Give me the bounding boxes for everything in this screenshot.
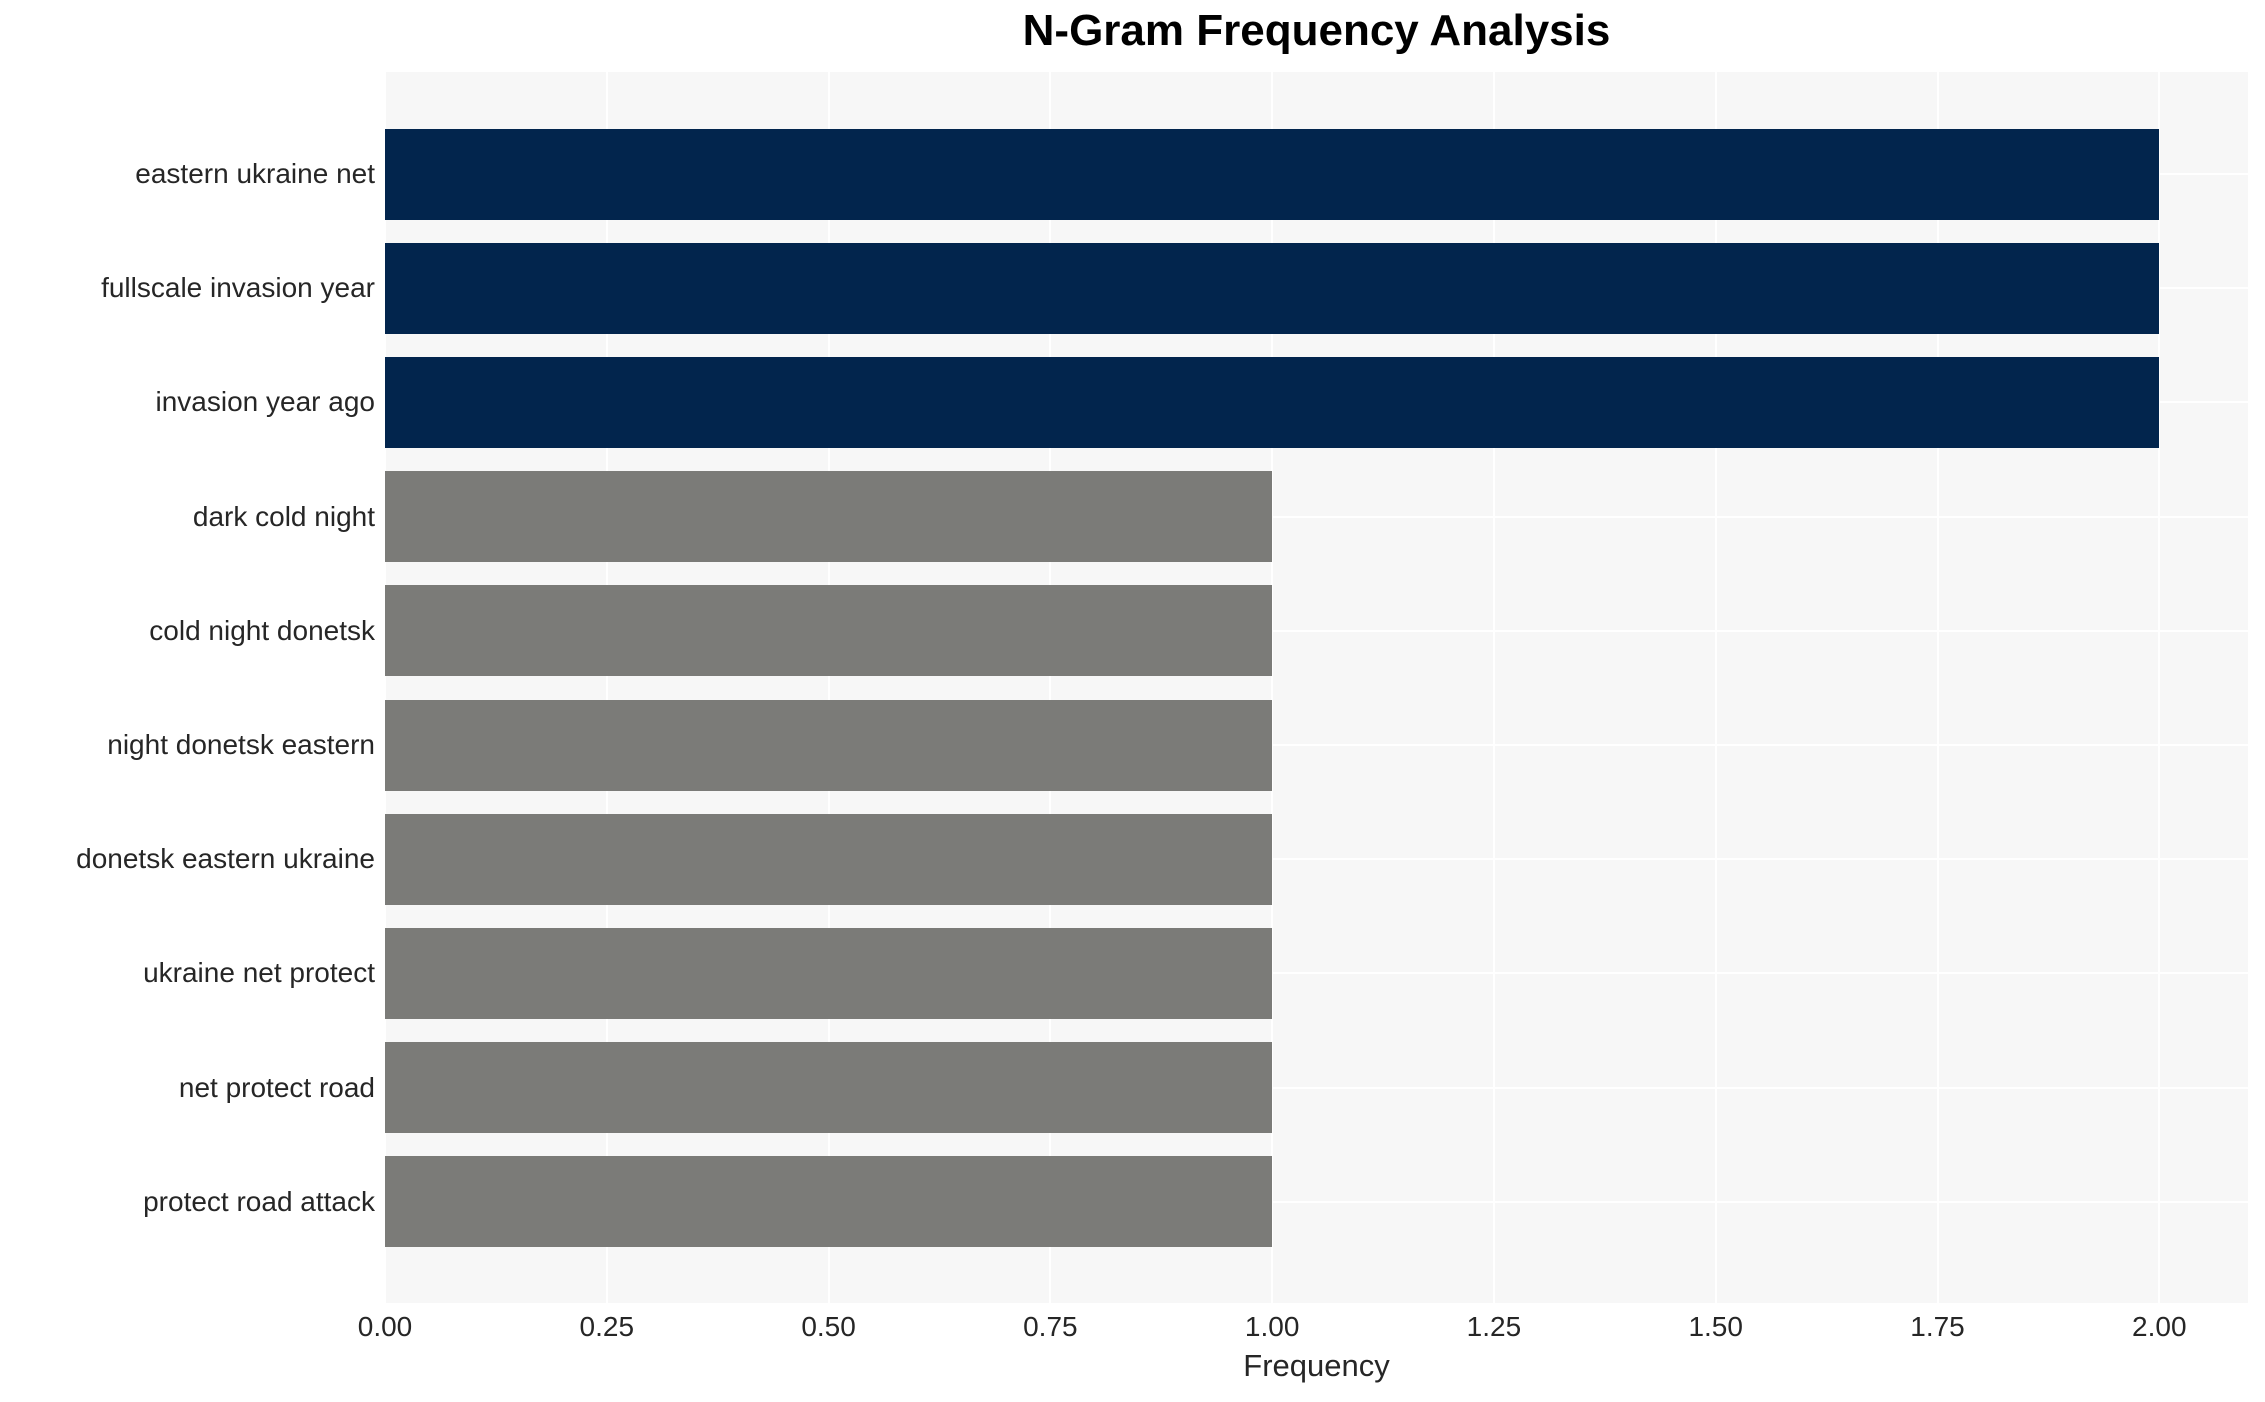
chart-title: N-Gram Frequency Analysis (1022, 6, 1611, 55)
bar-protect-road-attack (385, 1156, 1273, 1248)
vertical-gridline (384, 72, 386, 1303)
y-tick-label: eastern ukraine net (135, 158, 375, 189)
vertical-gridline (1936, 72, 1939, 1303)
horizontal-gridline (385, 629, 2248, 632)
horizontal-gridline (385, 1200, 2248, 1203)
bar-eastern-ukraine-net (385, 128, 2160, 220)
vertical-gridline (1049, 72, 1052, 1303)
bar-dark-cold-night (385, 471, 1273, 563)
y-tick-label: net protect road (178, 1071, 375, 1103)
y-tick-label: ukraine net protect (143, 957, 375, 989)
vertical-gridline (605, 72, 608, 1303)
x-tick-label: 0.25 (579, 1311, 635, 1342)
vertical-gridline (1271, 72, 1274, 1303)
x-tick-label: 0.00 (357, 1311, 413, 1342)
y-tick-label: dark cold night (192, 500, 375, 532)
horizontal-gridline (385, 972, 2248, 975)
x-tick-label: 1.25 (1466, 1311, 1522, 1342)
y-tick-label: night donetsk eastern (107, 729, 375, 760)
horizontal-gridline (385, 515, 2248, 518)
x-tick-label: 1.75 (1910, 1311, 1965, 1342)
y-tick-label: donetsk eastern ukraine (76, 843, 375, 875)
bar-net-protect-road (385, 1042, 1273, 1134)
y-tick-label: fullscale invasion year (101, 272, 375, 304)
plot-area (384, 72, 2248, 1303)
vertical-gridline (2158, 72, 2161, 1303)
vertical-gridline (1714, 72, 1717, 1303)
x-tick-label: 0.50 (801, 1311, 856, 1342)
horizontal-gridline (385, 744, 2248, 746)
horizontal-gridline (385, 858, 2248, 861)
bar-ukraine-net-protect (385, 927, 1273, 1019)
bar-donetsk-eastern-ukraine (385, 813, 1273, 905)
bar-cold-night-donetsk (385, 585, 1273, 677)
x-axis-title: Frequency (1243, 1348, 1390, 1383)
x-tick-label: 1.50 (1688, 1311, 1743, 1342)
x-tick-label: 0.75 (1023, 1311, 1078, 1342)
bar-invasion-year-ago (385, 356, 2160, 448)
x-tick-label: 1.00 (1244, 1311, 1300, 1342)
vertical-gridline (1492, 72, 1495, 1303)
y-tick-label: invasion year ago (155, 386, 375, 418)
horizontal-gridline (385, 1086, 2248, 1089)
bar-fullscale-invasion-year (385, 242, 2160, 334)
bar-night-donetsk-eastern (385, 699, 1273, 791)
y-tick-label: cold night donetsk (149, 614, 375, 646)
vertical-gridline (827, 72, 830, 1303)
x-tick-label: 2.00 (2132, 1311, 2187, 1342)
y-tick-label: protect road attack (143, 1185, 375, 1217)
